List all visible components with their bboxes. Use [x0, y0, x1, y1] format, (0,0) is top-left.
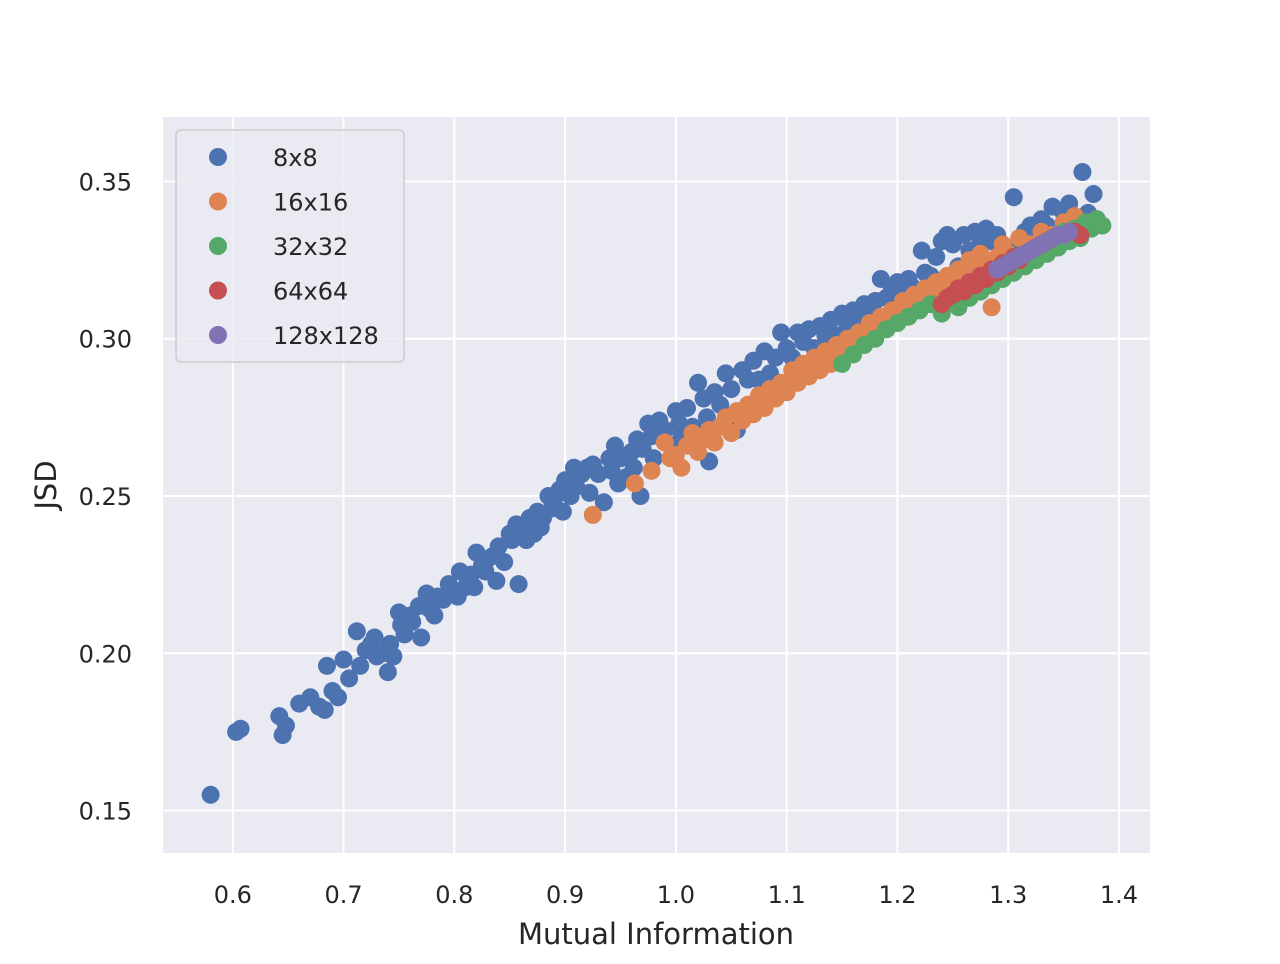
point-8x8: [553, 502, 572, 521]
point-8x8: [384, 647, 403, 666]
point-8x8: [347, 622, 366, 641]
legend-marker-32x32: [209, 237, 227, 255]
y-axis-label: JSD: [29, 460, 63, 511]
point-8x8: [365, 628, 384, 647]
point-128x128: [1060, 222, 1079, 241]
point-8x8: [1084, 185, 1103, 204]
point-8x8: [655, 420, 674, 439]
point-8x8: [927, 247, 946, 266]
legend: 8x8 16x16 32x32 64x64 128x128: [175, 129, 405, 363]
legend-label-16x16: 16x16: [273, 189, 348, 217]
point-8x8: [231, 719, 250, 738]
point-8x8: [495, 553, 514, 572]
point-8x8: [315, 700, 334, 719]
data-points: [201, 163, 1112, 804]
x-tick-label: 1.3: [989, 881, 1027, 909]
point-8x8: [1004, 188, 1023, 207]
legend-label-128x128: 128x128: [273, 322, 379, 350]
point-8x8: [329, 688, 348, 707]
point-8x8: [1073, 163, 1092, 182]
point-16x16: [583, 505, 602, 524]
x-tick-label: 1.2: [878, 881, 916, 909]
point-16x16: [722, 424, 741, 443]
point-8x8: [201, 785, 220, 804]
legend-label-8x8: 8x8: [273, 144, 318, 172]
point-8x8: [624, 458, 643, 477]
point-8x8: [689, 373, 708, 392]
point-8x8: [580, 483, 599, 502]
legend-marker-128x128: [209, 326, 227, 344]
y-tick-label: 0.30: [79, 326, 132, 354]
point-8x8: [487, 571, 506, 590]
x-axis-label: Mutual Information: [518, 917, 794, 951]
point-8x8: [716, 364, 735, 383]
point-16x16: [655, 433, 674, 452]
point-8x8: [317, 656, 336, 675]
legend-label-64x64: 64x64: [273, 278, 348, 306]
point-16x16: [625, 474, 644, 493]
y-axis-ticks: 0.15 0.20 0.25 0.30 0.35: [79, 168, 132, 825]
x-tick-label: 1.4: [1100, 881, 1138, 909]
point-8x8: [351, 656, 370, 675]
x-tick-label: 0.9: [546, 881, 584, 909]
y-tick-label: 0.15: [79, 798, 132, 826]
x-tick-label: 0.6: [214, 881, 252, 909]
point-8x8: [722, 380, 741, 399]
x-tick-label: 0.8: [435, 881, 473, 909]
point-32x32: [1093, 216, 1112, 235]
point-8x8: [412, 628, 431, 647]
point-8x8: [334, 650, 353, 669]
point-8x8: [509, 575, 528, 594]
legend-marker-64x64: [209, 281, 227, 300]
point-8x8: [403, 612, 422, 631]
point-16x16: [705, 433, 724, 452]
point-16x16: [672, 458, 691, 477]
point-8x8: [502, 531, 521, 550]
point-16x16: [982, 298, 1001, 317]
point-8x8: [772, 323, 791, 342]
x-tick-label: 1.1: [768, 881, 806, 909]
point-8x8: [276, 716, 295, 735]
point-8x8: [594, 493, 613, 512]
point-8x8: [378, 663, 397, 682]
point-8x8: [912, 241, 931, 260]
x-axis-ticks: 0.6 0.7 0.8 0.9 1.0 1.1 1.2 1.3 1.4: [214, 881, 1138, 909]
point-8x8: [465, 578, 484, 597]
y-tick-label: 0.25: [79, 483, 132, 511]
legend-label-32x32: 32x32: [273, 233, 348, 261]
legend-marker-16x16: [209, 192, 227, 211]
x-tick-label: 0.7: [324, 881, 362, 909]
y-tick-label: 0.20: [79, 640, 132, 668]
point-8x8: [677, 398, 696, 417]
x-tick-label: 1.0: [657, 881, 695, 909]
point-8x8: [425, 606, 444, 625]
point-16x16: [642, 461, 661, 480]
point-8x8: [340, 669, 359, 688]
legend-box: [175, 129, 405, 363]
y-tick-label: 0.35: [79, 168, 132, 196]
legend-marker-8x8: [209, 148, 227, 166]
